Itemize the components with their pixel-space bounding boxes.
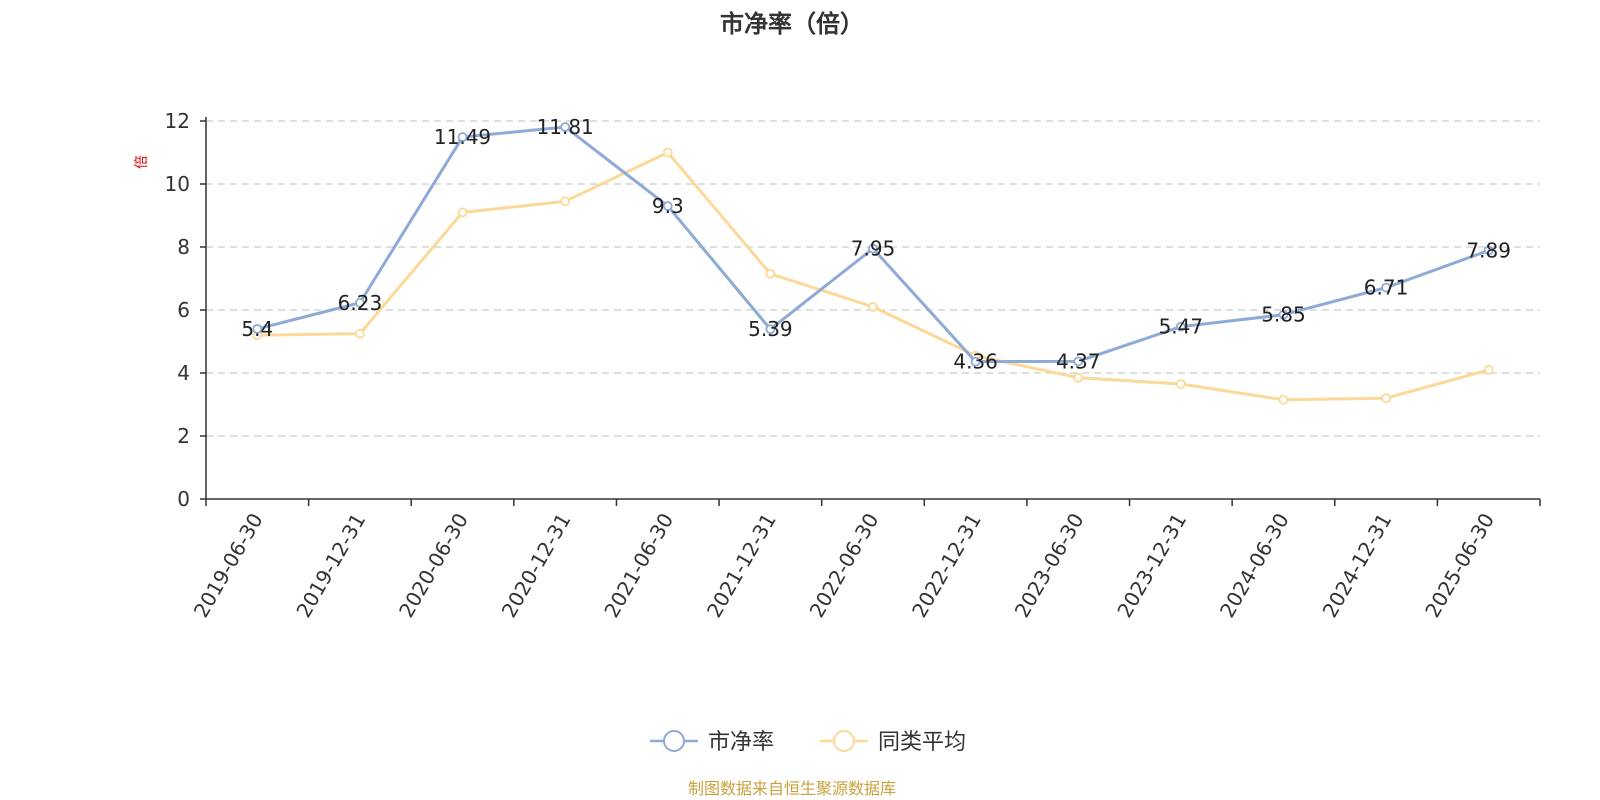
x-tick-label: 2021-12-31 — [702, 509, 781, 622]
data-point — [252, 323, 263, 334]
x-tick-label: 2019-12-31 — [291, 509, 370, 622]
y-tick-label: 2 — [177, 424, 190, 448]
data-point — [355, 328, 365, 339]
x-tick-label: 2022-12-31 — [907, 509, 986, 622]
data-label: 5.47 — [1159, 315, 1204, 339]
x-tick-label: 2024-06-30 — [1215, 509, 1294, 622]
data-point — [1483, 364, 1494, 375]
data-point — [970, 356, 981, 367]
x-tick-label: 2021-06-30 — [599, 509, 678, 622]
series-line — [257, 151, 1490, 402]
x-tick-label: 2024-12-31 — [1318, 509, 1397, 622]
data-label: 5.4 — [241, 317, 273, 341]
data-point — [662, 147, 673, 158]
data-labels: 5.4 6.23 11.49 11.81 9.3 5.39 7.95 4.36 4.37 5.47… — [241, 115, 1511, 374]
legend: 市净率 同类平均 — [650, 730, 966, 755]
data-point — [1278, 394, 1289, 405]
series-group — [252, 122, 1494, 405]
x-tick-label: 2023-06-30 — [1010, 509, 1089, 622]
data-point — [1483, 245, 1494, 256]
data-label: 4.37 — [1056, 349, 1101, 373]
y-tick-label: 8 — [177, 235, 190, 259]
data-point — [1278, 309, 1289, 320]
data-label: 5.85 — [1261, 303, 1306, 327]
data-label: 7.89 — [1466, 238, 1511, 262]
data-point — [355, 297, 365, 308]
x-tick-label: 2023-12-31 — [1112, 509, 1191, 622]
legend-marker-circle — [663, 730, 685, 752]
legend-label: 市净率 — [708, 730, 774, 755]
data-label: 4.36 — [953, 350, 998, 374]
data-point — [1175, 379, 1186, 389]
x-tick-label: 2019-06-30 — [189, 509, 268, 622]
x-tick-label: 2020-06-30 — [394, 509, 473, 622]
x-tick-label: 2020-12-31 — [497, 509, 576, 622]
data-point — [457, 132, 468, 142]
axes: 0 2 4 6 8 10 12 2019-06-30 2019-12-31 2020-06-30 2… — [165, 109, 1541, 622]
data-point — [868, 301, 878, 312]
data-label: 6.23 — [338, 291, 383, 315]
data-label: 6.71 — [1364, 276, 1409, 300]
data-point — [765, 268, 776, 279]
legend-marker-circle — [833, 730, 855, 752]
chart-title: 市净率（倍） — [720, 10, 864, 38]
data-point — [560, 196, 571, 207]
data-point — [868, 243, 878, 254]
y-tick-label: 12 — [165, 109, 190, 133]
data-label: 11.49 — [434, 125, 491, 149]
data-point — [1175, 321, 1186, 332]
y-tick-label: 0 — [177, 487, 190, 511]
data-point — [1073, 372, 1084, 383]
data-label: 7.95 — [851, 237, 896, 261]
y-tick-label: 4 — [177, 361, 190, 385]
data-point — [662, 201, 673, 211]
data-point — [765, 324, 776, 335]
data-label: 9.3 — [652, 194, 684, 218]
data-point — [457, 207, 468, 218]
y-tick-label: 10 — [165, 172, 190, 196]
y-tick-label: 6 — [177, 298, 190, 322]
data-point — [1381, 282, 1391, 293]
data-point — [1381, 393, 1391, 404]
x-tick-label: 2022-06-30 — [804, 509, 883, 622]
x-tick-label: 2025-06-30 — [1420, 509, 1499, 622]
legend-label: 同类平均 — [878, 730, 966, 755]
data-label: 11.81 — [537, 115, 594, 139]
y-axis-unit-label: 倍 — [134, 155, 150, 169]
data-point — [1073, 356, 1084, 367]
source-note: 制图数据来自恒生聚源数据库 — [688, 779, 896, 798]
data-point — [560, 122, 571, 132]
data-label: 5.39 — [748, 317, 793, 341]
